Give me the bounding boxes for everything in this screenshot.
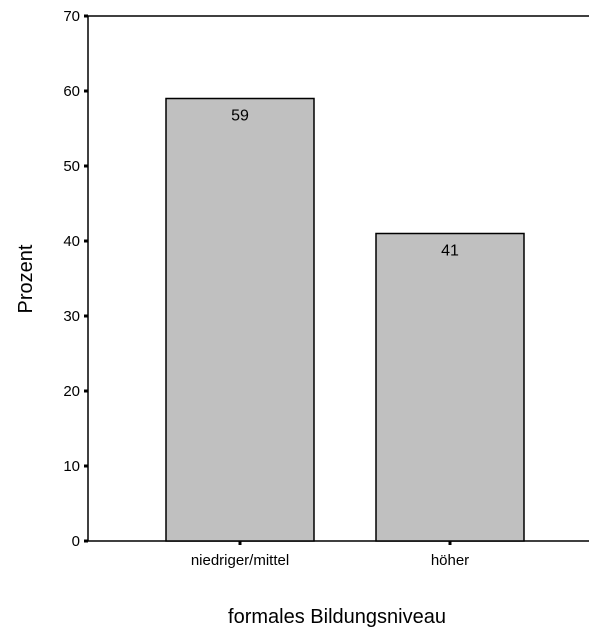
bar bbox=[165, 97, 315, 542]
y-tick-label: 20 bbox=[63, 383, 80, 400]
bar-data-label: 59 bbox=[231, 108, 249, 125]
y-tick-label: 50 bbox=[63, 158, 80, 175]
bar-data-label: 41 bbox=[441, 243, 459, 260]
x-tick-label: höher bbox=[431, 552, 469, 569]
x-axis-title: formales Bildungsniveau bbox=[228, 606, 446, 628]
x-tick-label: niedriger/mittel bbox=[191, 552, 289, 569]
y-tick-label: 0 bbox=[72, 533, 80, 550]
bars: 59 41 bbox=[165, 97, 525, 542]
y-tick-label: 40 bbox=[63, 233, 80, 250]
x-axis-ticks: niedriger/mittel höher bbox=[191, 541, 469, 569]
y-tick-label: 60 bbox=[63, 83, 80, 100]
y-tick-label: 70 bbox=[63, 8, 80, 25]
y-tick-label: 30 bbox=[63, 308, 80, 325]
y-tick-label: 10 bbox=[63, 458, 80, 475]
bar bbox=[375, 232, 525, 542]
y-axis-title: Prozent bbox=[15, 244, 37, 313]
y-axis-ticks: 0 10 20 30 40 50 60 70 bbox=[63, 8, 88, 550]
